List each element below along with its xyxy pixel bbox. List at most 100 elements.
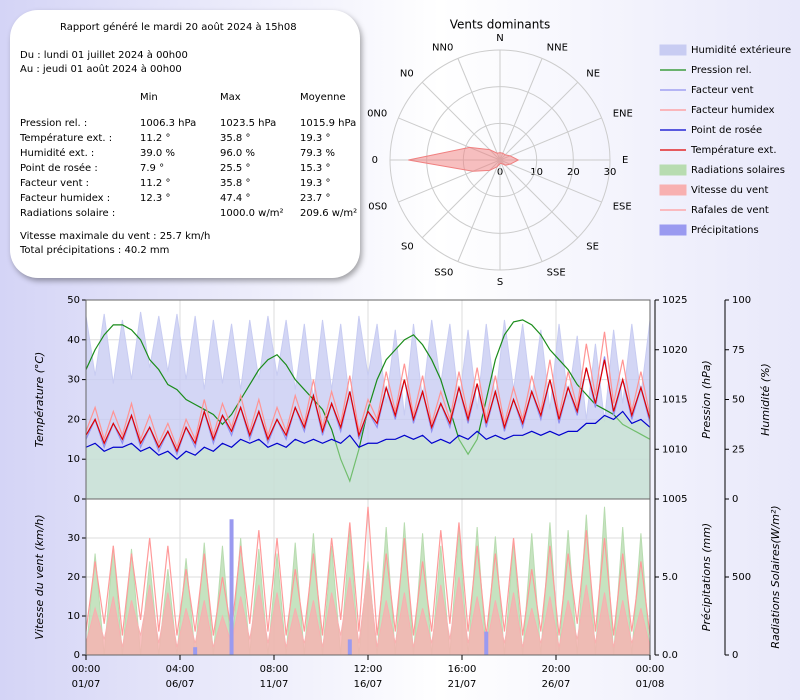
legend-swatch <box>659 164 687 176</box>
rose-direction: SE <box>586 241 599 252</box>
cell: 1015.9 hPa <box>300 118 357 129</box>
cell: 1006.3 hPa <box>140 118 197 129</box>
tick-label: 1025 <box>662 295 687 306</box>
cell: 23.7 ° <box>300 193 331 204</box>
legend-label: Point de rosée <box>691 124 762 136</box>
row-label: Radiations solaire : <box>20 208 116 219</box>
rose-direction: 0N0 <box>367 108 387 119</box>
legend-swatch <box>659 184 687 196</box>
row-label: Humidité ext. : <box>20 148 95 159</box>
axis-title: Température (°C) <box>33 352 46 448</box>
rose-title: Vents dominants <box>450 18 551 32</box>
legend-label: Radiations solaires <box>691 165 785 176</box>
axis-title: Radiations Solaires(W/m²) <box>769 505 782 648</box>
rose-direction: ESE <box>613 202 632 213</box>
row-label: Point de rosée : <box>20 163 98 174</box>
tick-label: 100 <box>732 295 751 306</box>
axis-title: Pression (hPa) <box>700 360 713 439</box>
rose-spoke <box>457 159 501 262</box>
cell: 25.5 ° <box>220 163 251 174</box>
rose-spoke <box>457 58 501 161</box>
line <box>85 359 651 453</box>
cell: 96.0 % <box>220 148 255 159</box>
cell: 7.9 ° <box>140 163 165 174</box>
rose-spoke <box>499 117 602 161</box>
cell: 19.3 ° <box>300 178 331 189</box>
tick-label: 50 <box>732 395 745 406</box>
x-tick-sublabel: 06/07 <box>166 679 195 690</box>
rose-spoke <box>499 58 543 161</box>
tick-label: 1015 <box>662 395 687 406</box>
legend-label: Vitesse du vent <box>691 185 768 196</box>
rose-spoke <box>499 81 579 161</box>
axis-title: Vitesse du vent (km/h) <box>33 514 46 639</box>
cell: 15.3 ° <box>300 163 331 174</box>
x-tick-sublabel: 11/07 <box>260 679 289 690</box>
rose-direction: N <box>496 33 503 44</box>
row-label: Pression rel. : <box>20 118 88 129</box>
x-tick-sublabel: 26/07 <box>542 679 571 690</box>
axis-title: Humidité (%) <box>759 363 772 436</box>
legend-label: Rafales de vent <box>691 205 769 216</box>
area <box>85 569 651 656</box>
x-tick-sublabel: 01/08 <box>636 679 665 690</box>
cell: 11.2 ° <box>140 178 171 189</box>
tick-label: 25 <box>732 444 745 455</box>
x-tick-sublabel: 01/07 <box>72 679 101 690</box>
tick-label: 30 <box>67 375 80 386</box>
tick-label: 0 <box>74 494 80 505</box>
x-tick-sublabel: 16/07 <box>354 679 383 690</box>
axis-title: Précipitations (mm) <box>700 523 713 631</box>
legend-swatch <box>659 44 687 56</box>
rose-spoke <box>499 159 579 239</box>
column-header: Max <box>220 92 241 103</box>
dew-shade <box>86 411 650 499</box>
bar <box>347 639 352 655</box>
cell: 12.3 ° <box>140 193 171 204</box>
cell: 11.2 ° <box>140 133 171 144</box>
rose-ring-label: 20 <box>567 167 580 178</box>
cell: 1000.0 w/m² <box>220 208 284 219</box>
tick-label: 10 <box>67 611 80 622</box>
report-max-wind: Vitesse maximale du vent : 25.7 km/h <box>20 231 211 242</box>
line <box>85 331 651 450</box>
line <box>85 410 651 460</box>
rose-spoke <box>499 159 602 203</box>
rose-direction: 0 <box>372 155 378 166</box>
cell: 35.8 ° <box>220 178 251 189</box>
rose-direction: NNE <box>547 42 568 53</box>
rose-direction: SS0 <box>434 268 453 279</box>
report-to: Au : jeudi 01 août 2024 à 00h00 <box>20 64 182 75</box>
tick-label: 20 <box>67 414 80 425</box>
report-panel: Rapport généré le mardi 20 août 2024 à 1… <box>10 10 360 278</box>
tick-label: 0 <box>74 650 80 661</box>
row-label: Facteur vent : <box>20 178 90 189</box>
report-title: Rapport généré le mardi 20 août 2024 à 1… <box>60 22 297 33</box>
rose-direction: N0 <box>400 69 414 80</box>
rose-direction: 0S0 <box>368 202 387 213</box>
x-tick-sublabel: 21/07 <box>448 679 477 690</box>
tick-label: 1020 <box>662 345 687 356</box>
bar <box>484 631 489 655</box>
row-label: Température ext. : <box>20 133 113 144</box>
tick-label: 1005 <box>662 494 687 505</box>
tick-label: 50 <box>67 295 80 306</box>
rose-ring-label: 10 <box>530 167 543 178</box>
tick-label: 0 <box>732 494 738 505</box>
row-label: Facteur humidex : <box>20 193 111 204</box>
legend-label: Température ext. <box>690 144 777 156</box>
cell: 47.4 ° <box>220 193 251 204</box>
rose-spoke <box>499 159 543 262</box>
legend-swatch <box>659 224 687 236</box>
legend-label: Pression rel. <box>691 65 752 76</box>
rose-spoke <box>421 81 501 161</box>
x-tick-label: 20:00 <box>542 664 571 675</box>
x-tick-label: 00:00 <box>636 664 665 675</box>
cell: 19.3 ° <box>300 133 331 144</box>
x-tick-label: 08:00 <box>260 664 289 675</box>
tick-label: 75 <box>732 345 745 356</box>
tick-label: 20 <box>67 572 80 583</box>
tick-label: 10 <box>67 454 80 465</box>
